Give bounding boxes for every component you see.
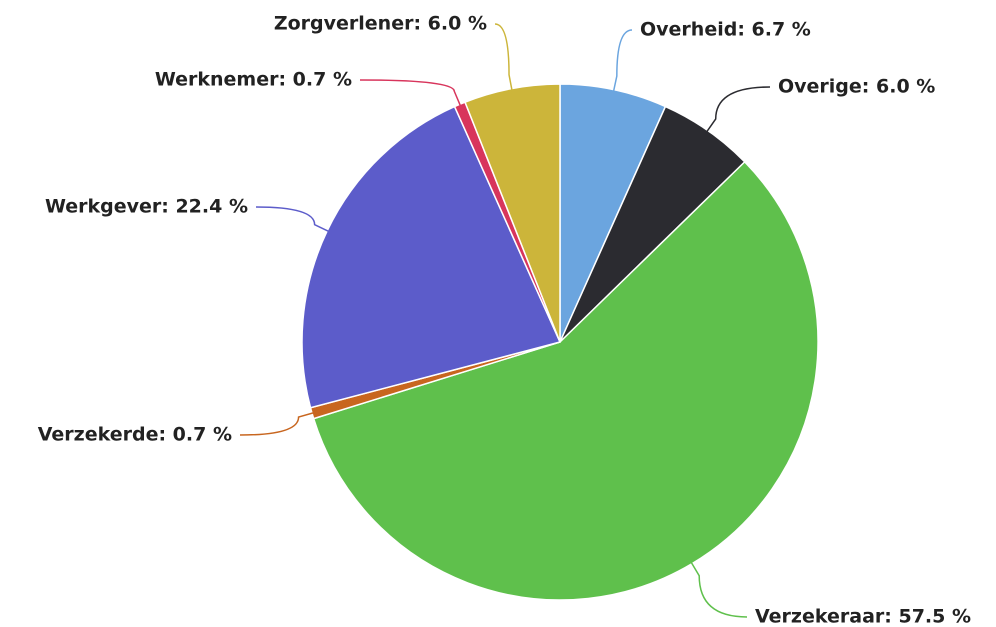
data-label: Zorgverlener: 6.0 % — [274, 13, 487, 35]
connector — [239, 411, 317, 436]
connector — [612, 29, 633, 94]
data-label: Verzekerde: 0.7 % — [38, 424, 232, 446]
data-label: Werkgever: 22.4 % — [45, 196, 248, 218]
data-label: Overheid: 6.7 % — [640, 19, 811, 41]
data-label: Overige: 6.0 % — [778, 76, 935, 98]
data-label: Verzekeraar: 57.5 % — [755, 606, 971, 627]
connector — [494, 23, 514, 93]
connector — [359, 79, 463, 109]
data-label: Werknemer: 0.7 % — [155, 69, 352, 91]
connector — [689, 559, 748, 618]
connector — [255, 206, 332, 234]
connector — [704, 86, 771, 135]
